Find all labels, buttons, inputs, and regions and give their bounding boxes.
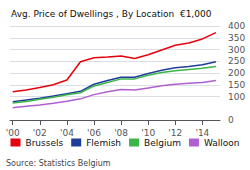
svg-text:Walloon: Walloon — [204, 138, 240, 148]
svg-text:150: 150 — [228, 80, 245, 90]
svg-text:100: 100 — [228, 92, 245, 102]
svg-text:'12: '12 — [168, 128, 182, 138]
svg-text:Source: Statistics Belgium: Source: Statistics Belgium — [6, 159, 111, 168]
svg-text:400: 400 — [228, 21, 245, 31]
svg-text:200: 200 — [228, 68, 245, 78]
svg-text:Flemish: Flemish — [86, 138, 121, 148]
svg-text:'08: '08 — [114, 128, 128, 138]
svg-text:0: 0 — [228, 115, 234, 125]
svg-text:350: 350 — [228, 33, 245, 43]
svg-text:'06: '06 — [87, 128, 101, 138]
svg-text:'04: '04 — [60, 128, 74, 138]
svg-text:Brussels: Brussels — [25, 138, 63, 148]
svg-text:'10: '10 — [141, 128, 155, 138]
svg-text:300: 300 — [228, 45, 245, 55]
svg-text:Avg. Price of Dwellings , By L: Avg. Price of Dwellings , By Location €1… — [11, 9, 212, 19]
svg-text:250: 250 — [228, 56, 245, 66]
svg-text:'14: '14 — [195, 128, 209, 138]
svg-text:'02: '02 — [33, 128, 47, 138]
svg-text:'00: '00 — [6, 128, 20, 138]
svg-text:Belgium: Belgium — [144, 138, 181, 148]
